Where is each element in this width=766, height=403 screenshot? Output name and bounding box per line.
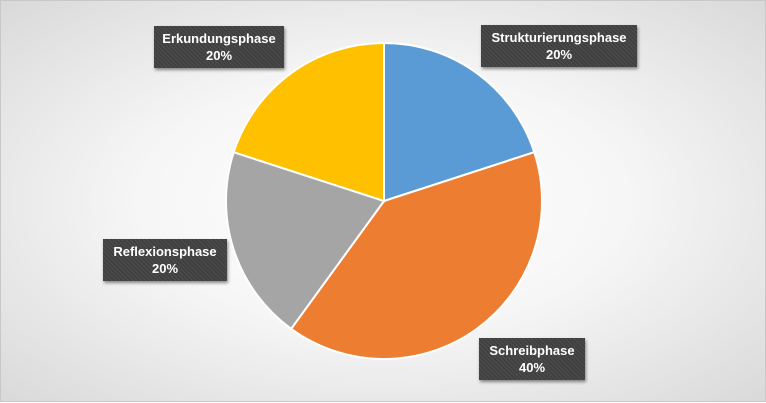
slice-label-value: 20% <box>545 47 573 62</box>
data-label-strukturierungsphase: Strukturierungsphase 20% <box>481 25 637 67</box>
data-label-schreibphase: Schreibphase 40% <box>479 338 585 380</box>
slice-label-value: 40% <box>518 360 546 375</box>
watermark-text: blog <box>39 351 57 361</box>
slice-label-name: Erkundungsphase <box>162 31 276 46</box>
pie-slice-erkundungsphase <box>232 41 385 203</box>
data-label-reflexionsphase: Reflexionsphase 20% <box>103 239 227 281</box>
pie-slice-reflexionsphase <box>225 150 386 331</box>
slice-label-name: Strukturierungsphase <box>491 30 627 45</box>
slice-label-name: Reflexionsphase <box>113 244 217 259</box>
slice-label-value: 20% <box>205 48 233 63</box>
slice-label-value: 20% <box>151 261 179 276</box>
pie-slice-strukturierungsphase <box>383 41 536 203</box>
pie-slice-schreibphase <box>289 150 543 360</box>
data-label-erkundungsphase: Erkundungsphase 20% <box>154 26 284 68</box>
slice-label-name: Schreibphase <box>489 343 575 358</box>
